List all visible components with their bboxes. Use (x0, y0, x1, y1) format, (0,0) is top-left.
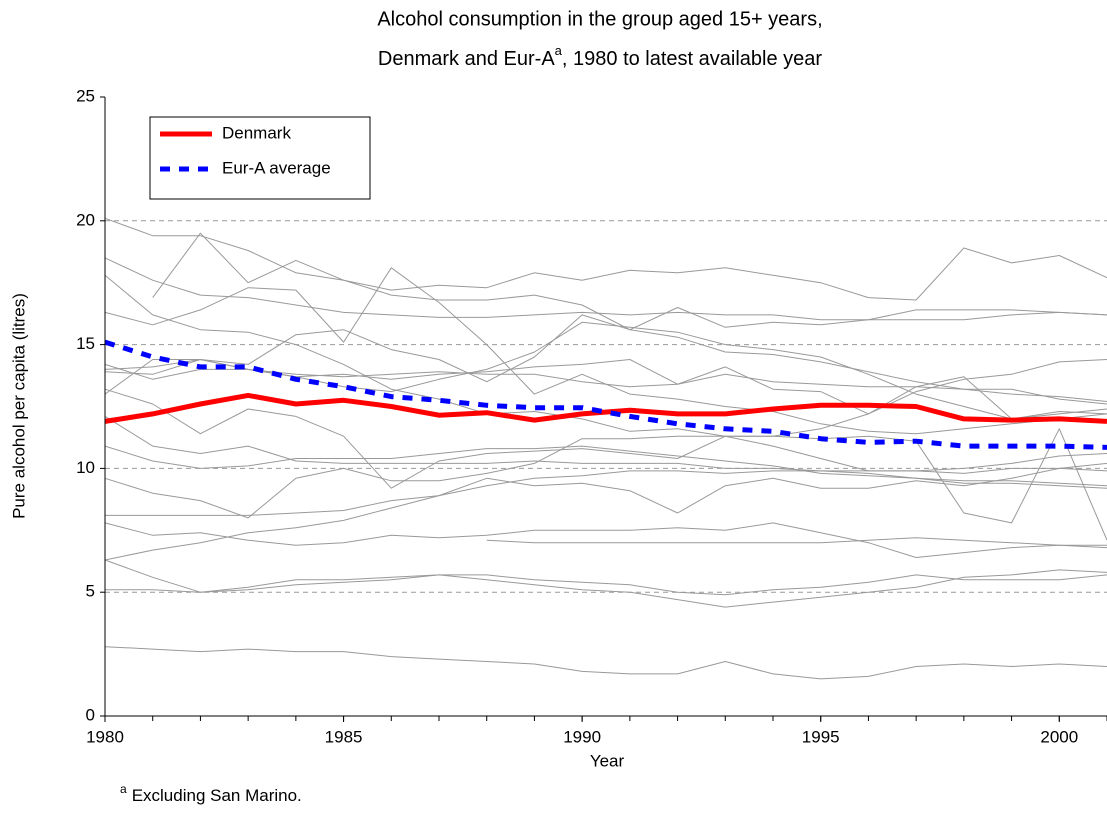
country-line (105, 462, 1107, 516)
y-axis-label: Pure alcohol per capita (litres) (9, 293, 28, 519)
series-line (104, 339, 1107, 450)
country-line (104, 274, 1107, 437)
legend-label: Denmark (222, 123, 291, 142)
y-tick-label: 15 (76, 334, 95, 353)
country-line (104, 388, 1107, 489)
x-tick-label: 1995 (802, 727, 840, 746)
y-tick-label: 20 (76, 210, 95, 229)
title-superscript: a (555, 43, 563, 58)
country-line (104, 428, 1107, 541)
country-line (104, 217, 1107, 301)
country-line (104, 522, 1107, 558)
country-line (104, 559, 1107, 596)
country-line (104, 445, 1107, 487)
legend-box (149, 116, 371, 200)
y-tick-label: 25 (76, 86, 95, 105)
legend-label: Eur-A average (222, 158, 331, 177)
title-part: Denmark and Eur-A (378, 48, 555, 70)
x-tick-label: 2000 (1040, 727, 1078, 746)
country-line (104, 470, 1107, 561)
chart-title: Alcohol consumption in the group aged 15… (377, 8, 822, 30)
footnote-text: Excluding San Marino. (132, 786, 302, 805)
x-tick-label: 1990 (563, 727, 601, 746)
footnote: a Excluding San Marino. (120, 782, 302, 805)
y-tick-label: 0 (86, 705, 95, 724)
title-part: , 1980 to latest available year (562, 48, 823, 70)
chart-title: Denmark and Eur-Aa, 1980 to latest avail… (378, 43, 822, 70)
country-line (104, 646, 1107, 680)
y-tick-label: 10 (76, 458, 95, 477)
footnote-mark: a (120, 782, 127, 796)
x-axis-label: Year (590, 751, 625, 770)
series-line (104, 392, 1107, 424)
country-line (486, 537, 1107, 546)
country-line (104, 359, 1107, 402)
x-tick-label: 1985 (325, 727, 363, 746)
country-line (104, 257, 1107, 321)
country-line (104, 314, 1107, 405)
country-line (105, 569, 1107, 608)
x-tick-label: 1980 (86, 727, 124, 746)
y-tick-label: 5 (86, 582, 95, 601)
country-line (104, 415, 1107, 472)
country-line (104, 267, 1107, 435)
